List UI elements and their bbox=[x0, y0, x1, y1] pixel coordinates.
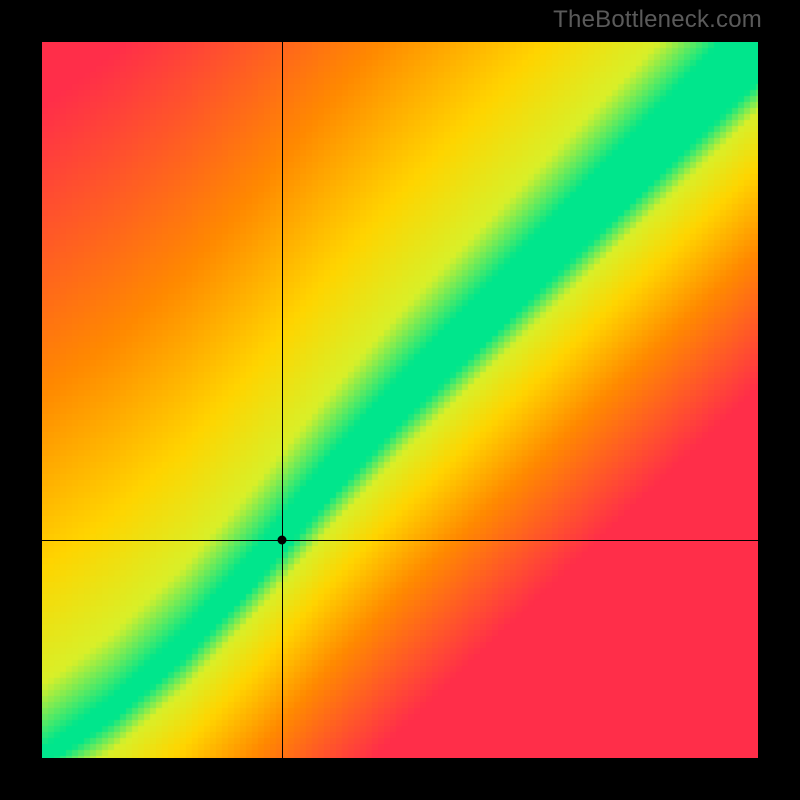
crosshair-vertical bbox=[282, 42, 283, 758]
crosshair-horizontal bbox=[42, 540, 758, 541]
plot-area bbox=[42, 42, 758, 758]
chart-frame: TheBottleneck.com bbox=[0, 0, 800, 800]
crosshair-dot bbox=[277, 535, 286, 544]
heatmap-canvas bbox=[42, 42, 758, 758]
watermark-text: TheBottleneck.com bbox=[553, 6, 762, 34]
